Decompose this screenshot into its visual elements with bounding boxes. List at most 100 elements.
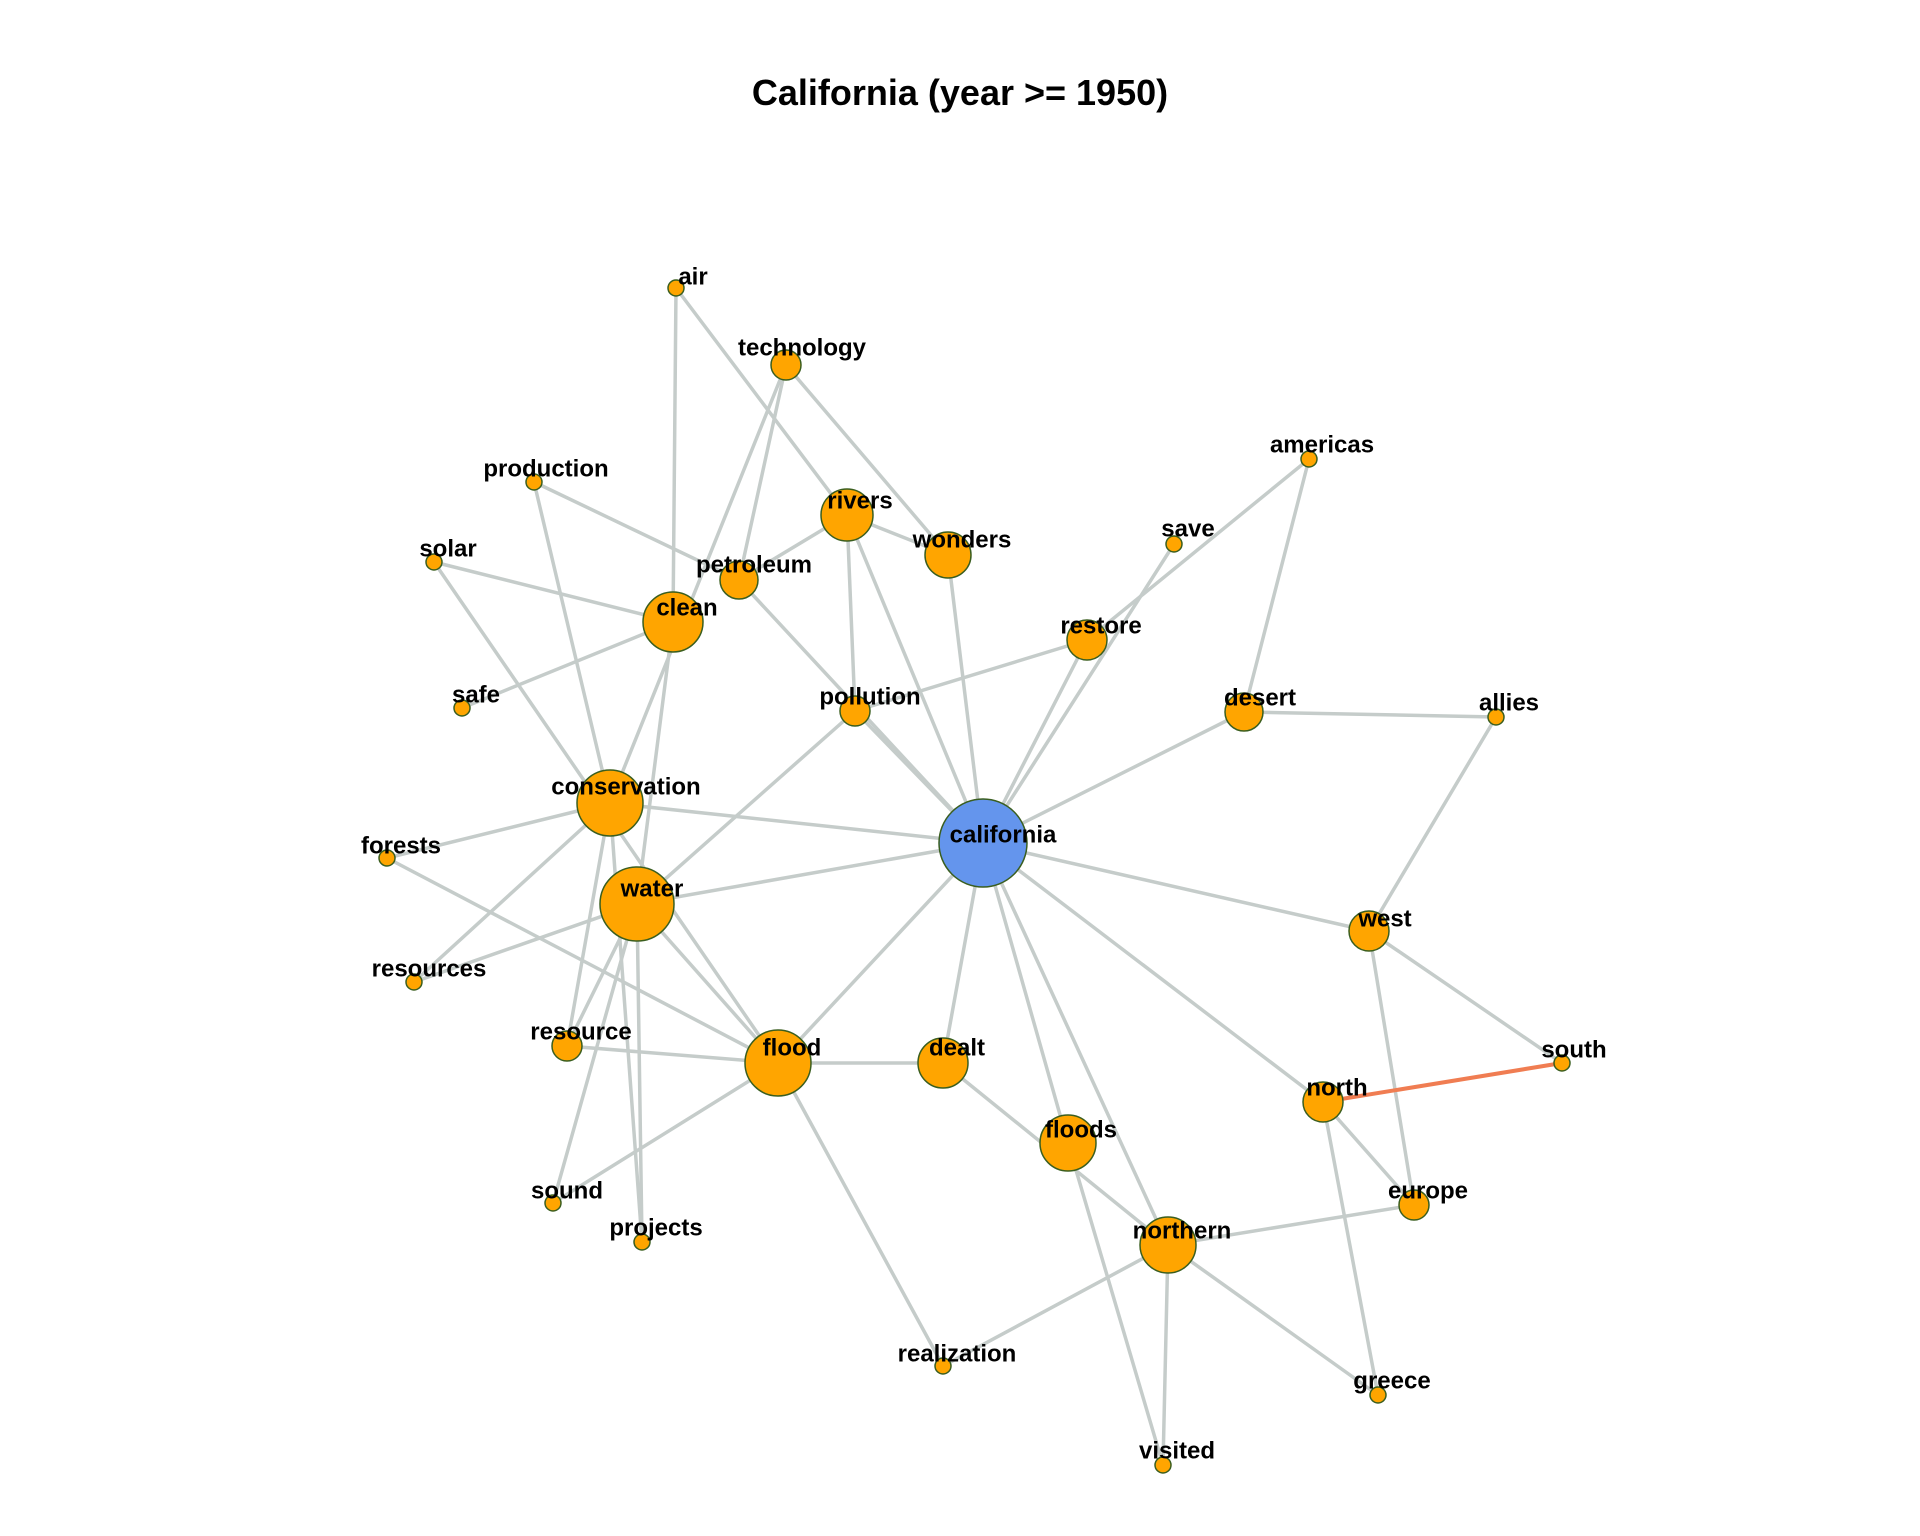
node-label-realization: realization	[898, 1340, 1017, 1367]
edge-north-greece	[1321, 1100, 1380, 1397]
labels-layer: californiaairtechnologyproductionriversw…	[361, 263, 1607, 1464]
edge-forests-flood	[385, 856, 780, 1065]
node-label-restore: restore	[1060, 612, 1141, 639]
edge-solar-clean	[432, 560, 675, 624]
edge-west-south	[1367, 929, 1564, 1065]
edge-northern-greece	[1166, 1243, 1380, 1397]
edge-pollution-restore	[853, 638, 1089, 713]
edge-floods-visited	[1066, 1141, 1165, 1467]
chart-title: California (year >= 1950)	[751, 72, 1169, 113]
node-label-air: air	[678, 263, 707, 290]
edges-layer	[385, 286, 1564, 1467]
edge-water-projects	[635, 902, 644, 1244]
node-label-desert: desert	[1224, 684, 1296, 711]
node-floods[interactable]	[1039, 1114, 1097, 1172]
node-label-safe: safe	[452, 681, 500, 708]
edge-north-europe	[1321, 1100, 1416, 1207]
node-label-floods: floods	[1045, 1116, 1117, 1143]
edge-resource-flood	[565, 1044, 780, 1065]
edge-pollution-water	[635, 709, 857, 906]
node-label-conservation: conservation	[551, 773, 700, 800]
edge-conservation-resources	[412, 801, 612, 984]
node-conservation[interactable]	[576, 769, 644, 837]
node-solar[interactable]	[425, 553, 443, 571]
node-clean[interactable]	[642, 591, 704, 653]
node-pollution[interactable]	[839, 695, 871, 727]
node-west[interactable]	[1348, 910, 1390, 952]
edge-california-northern	[981, 841, 1170, 1247]
edge-flood-sound	[551, 1061, 780, 1205]
edge-conservation-resource	[565, 801, 612, 1048]
node-label-pollution: pollution	[819, 683, 920, 710]
node-northern[interactable]	[1139, 1216, 1197, 1274]
edge-conservation-forests	[385, 801, 612, 860]
node-label-wonders: wonders	[912, 526, 1012, 553]
edge-flood-realization	[776, 1061, 945, 1368]
node-americas[interactable]	[1300, 450, 1318, 468]
node-safe[interactable]	[453, 699, 471, 717]
node-realization[interactable]	[934, 1357, 952, 1375]
node-label-solar: solar	[419, 535, 476, 562]
node-label-production: production	[483, 455, 608, 482]
edge-americas-restore	[1085, 457, 1311, 642]
node-allies[interactable]	[1487, 708, 1505, 726]
node-resources[interactable]	[405, 973, 423, 991]
edge-california-north	[981, 841, 1325, 1104]
node-visited[interactable]	[1154, 1456, 1172, 1474]
node-rivers[interactable]	[820, 488, 874, 542]
node-label-water: water	[620, 875, 684, 902]
edge-production-conservation	[532, 480, 612, 805]
node-air[interactable]	[667, 279, 685, 297]
edge-california-flood	[776, 841, 985, 1065]
node-label-projects: projects	[609, 1214, 702, 1241]
edge-northern-europe	[1166, 1203, 1416, 1247]
node-dealt[interactable]	[917, 1037, 969, 1089]
node-greece[interactable]	[1369, 1386, 1387, 1404]
node-label-resources: resources	[372, 955, 487, 982]
node-label-south: south	[1541, 1036, 1606, 1063]
node-resource[interactable]	[551, 1030, 583, 1062]
node-south[interactable]	[1553, 1054, 1571, 1072]
node-restore[interactable]	[1066, 619, 1108, 661]
edge-clean-water	[635, 620, 675, 906]
node-forests[interactable]	[378, 849, 396, 867]
edge-desert-allies	[1242, 710, 1498, 719]
edge-technology-wonders	[784, 363, 950, 557]
node-technology[interactable]	[770, 349, 802, 381]
node-label-visited: visited	[1139, 1437, 1215, 1464]
edge-air-rivers	[674, 286, 849, 517]
node-label-allies: allies	[1479, 689, 1539, 716]
edge-california-west	[981, 841, 1371, 933]
node-desert[interactable]	[1224, 692, 1264, 732]
node-projects[interactable]	[633, 1233, 651, 1251]
node-california[interactable]	[938, 798, 1028, 888]
node-water[interactable]	[599, 866, 675, 942]
node-flood[interactable]	[744, 1029, 812, 1097]
node-save[interactable]	[1165, 535, 1183, 553]
edge-conservation-california	[608, 801, 985, 845]
edge-california-floods	[981, 841, 1070, 1145]
edge-north-south	[1321, 1061, 1564, 1104]
node-label-greece: greece	[1353, 1367, 1430, 1394]
node-production[interactable]	[525, 473, 543, 491]
edge-rivers-california	[845, 513, 985, 845]
node-label-california: california	[950, 821, 1057, 848]
edge-northern-visited	[1161, 1243, 1170, 1467]
node-sound[interactable]	[544, 1194, 562, 1212]
edge-air-clean	[671, 286, 678, 624]
node-europe[interactable]	[1398, 1189, 1430, 1221]
node-north[interactable]	[1302, 1081, 1344, 1123]
node-label-flood: flood	[763, 1034, 822, 1061]
node-wonders[interactable]	[924, 531, 972, 579]
node-label-rivers: rivers	[827, 487, 892, 514]
edge-safe-clean	[460, 620, 675, 710]
node-label-forests: forests	[361, 832, 441, 859]
edge-rivers-pollution	[845, 513, 857, 713]
node-label-northern: northern	[1133, 1217, 1232, 1244]
edge-west-europe	[1367, 929, 1416, 1207]
edge-northern-realization	[941, 1243, 1170, 1368]
node-petroleum[interactable]	[719, 560, 759, 600]
edge-water-sound	[551, 902, 639, 1205]
edge-water-california	[635, 841, 985, 906]
